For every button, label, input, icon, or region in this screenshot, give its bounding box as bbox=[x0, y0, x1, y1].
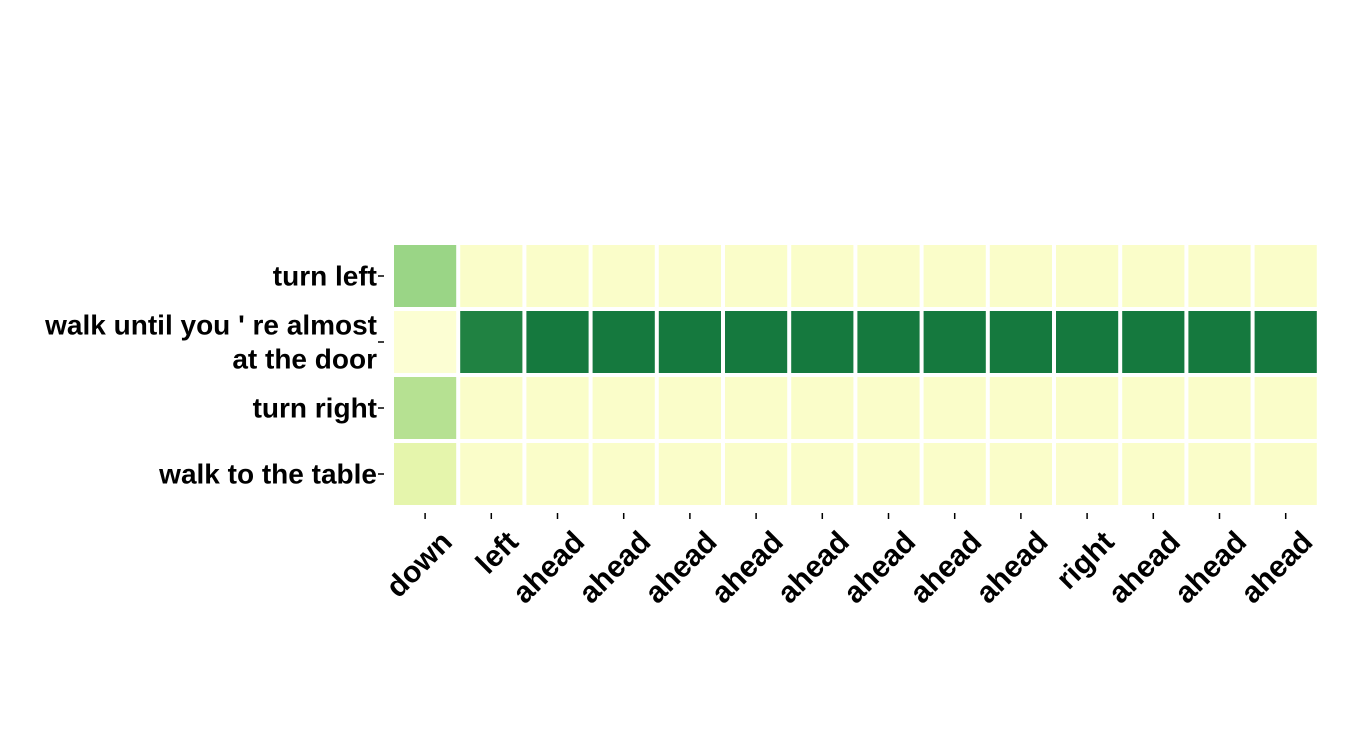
heatmap-cell-r0-c13 bbox=[1254, 245, 1317, 307]
heatmap-cell-r2-c2 bbox=[526, 377, 589, 439]
heatmap-cell-r2-c3 bbox=[592, 377, 655, 439]
heatmap-cell-r1-c11 bbox=[1122, 311, 1185, 373]
y-tick-label: turn right bbox=[253, 393, 377, 424]
heatmap-cell-r1-c8 bbox=[923, 311, 986, 373]
heatmap-cell-r3-c13 bbox=[1254, 443, 1317, 505]
heatmap-cell-r1-c3 bbox=[592, 311, 655, 373]
heatmap-cell-r1-c2 bbox=[526, 311, 589, 373]
y-tick-label: at the door bbox=[232, 344, 377, 375]
heatmap-cell-r3-c7 bbox=[857, 443, 920, 505]
heatmap-cell-r3-c11 bbox=[1122, 443, 1185, 505]
heatmap-cell-r1-c6 bbox=[791, 311, 854, 373]
heatmap-cell-r2-c13 bbox=[1254, 377, 1317, 439]
heatmap-cell-r2-c1 bbox=[460, 377, 523, 439]
x-tick-label: ahead bbox=[838, 525, 923, 610]
heatmap-cell-r0-c0 bbox=[394, 245, 457, 307]
heatmap-cell-r3-c0 bbox=[394, 443, 457, 505]
x-tick-label: down bbox=[380, 525, 459, 604]
heatmap-cell-r2-c12 bbox=[1188, 377, 1251, 439]
x-tick-label: ahead bbox=[970, 525, 1055, 610]
heatmap-cells bbox=[394, 245, 1317, 505]
x-tick-label: ahead bbox=[1235, 525, 1320, 610]
y-tick-label: walk until you ' re almost bbox=[44, 310, 377, 341]
y-tick-label: walk to the table bbox=[158, 459, 377, 490]
heatmap-cell-r3-c4 bbox=[658, 443, 721, 505]
heatmap-cell-r2-c5 bbox=[725, 377, 788, 439]
heatmap-cell-r1-c13 bbox=[1254, 311, 1317, 373]
heatmap-cell-r0-c8 bbox=[923, 245, 986, 307]
heatmap-cell-r0-c4 bbox=[658, 245, 721, 307]
heatmap-cell-r3-c9 bbox=[989, 443, 1052, 505]
heatmap-cell-r1-c9 bbox=[989, 311, 1052, 373]
heatmap-cell-r1-c1 bbox=[460, 311, 523, 373]
heatmap-cell-r0-c7 bbox=[857, 245, 920, 307]
heatmap-cell-r2-c11 bbox=[1122, 377, 1185, 439]
heatmap-cell-r0-c1 bbox=[460, 245, 523, 307]
y-tick-label: turn left bbox=[273, 261, 377, 292]
heatmap-cell-r2-c0 bbox=[394, 377, 457, 439]
heatmap-cell-r3-c1 bbox=[460, 443, 523, 505]
heatmap-cell-r0-c3 bbox=[592, 245, 655, 307]
x-tick-label: ahead bbox=[573, 525, 658, 610]
heatmap-cell-r0-c11 bbox=[1122, 245, 1185, 307]
heatmap-cell-r1-c4 bbox=[658, 311, 721, 373]
heatmap-cell-r0-c12 bbox=[1188, 245, 1251, 307]
heatmap-cell-r1-c10 bbox=[1056, 311, 1119, 373]
heatmap-cell-r3-c12 bbox=[1188, 443, 1251, 505]
heatmap-cell-r2-c9 bbox=[989, 377, 1052, 439]
heatmap-cell-r1-c12 bbox=[1188, 311, 1251, 373]
heatmap-cell-r3-c6 bbox=[791, 443, 854, 505]
x-tick-label: ahead bbox=[639, 525, 724, 610]
heatmap-cell-r3-c8 bbox=[923, 443, 986, 505]
heatmap-cell-r2-c4 bbox=[658, 377, 721, 439]
heatmap-cell-r1-c5 bbox=[725, 311, 788, 373]
heatmap-cell-r0-c9 bbox=[989, 245, 1052, 307]
x-tick-label: ahead bbox=[507, 525, 592, 610]
heatmap-cell-r1-c7 bbox=[857, 311, 920, 373]
heatmap-cell-r3-c3 bbox=[592, 443, 655, 505]
heatmap-cell-r3-c10 bbox=[1056, 443, 1119, 505]
heatmap-cell-r0-c10 bbox=[1056, 245, 1119, 307]
x-tick-label: ahead bbox=[1102, 525, 1187, 610]
x-tick-label: ahead bbox=[904, 525, 989, 610]
x-tick-label: ahead bbox=[771, 525, 856, 610]
heatmap-cell-r3-c2 bbox=[526, 443, 589, 505]
heatmap-cell-r1-c0 bbox=[394, 311, 457, 373]
heatmap-cell-r0-c5 bbox=[725, 245, 788, 307]
heatmap-cell-r2-c7 bbox=[857, 377, 920, 439]
heatmap-cell-r2-c8 bbox=[923, 377, 986, 439]
heatmap-cell-r0-c2 bbox=[526, 245, 589, 307]
heatmap-cell-r3-c5 bbox=[725, 443, 788, 505]
x-tick-label: left bbox=[470, 525, 525, 580]
heatmap-cell-r2-c6 bbox=[791, 377, 854, 439]
x-tick-label: ahead bbox=[705, 525, 790, 610]
heatmap-cell-r2-c10 bbox=[1056, 377, 1119, 439]
x-axis: down leftaheadaheadaheadaheadaheadaheadah… bbox=[380, 513, 1319, 610]
heatmap-cell-r0-c6 bbox=[791, 245, 854, 307]
x-tick-label: ahead bbox=[1169, 525, 1254, 610]
